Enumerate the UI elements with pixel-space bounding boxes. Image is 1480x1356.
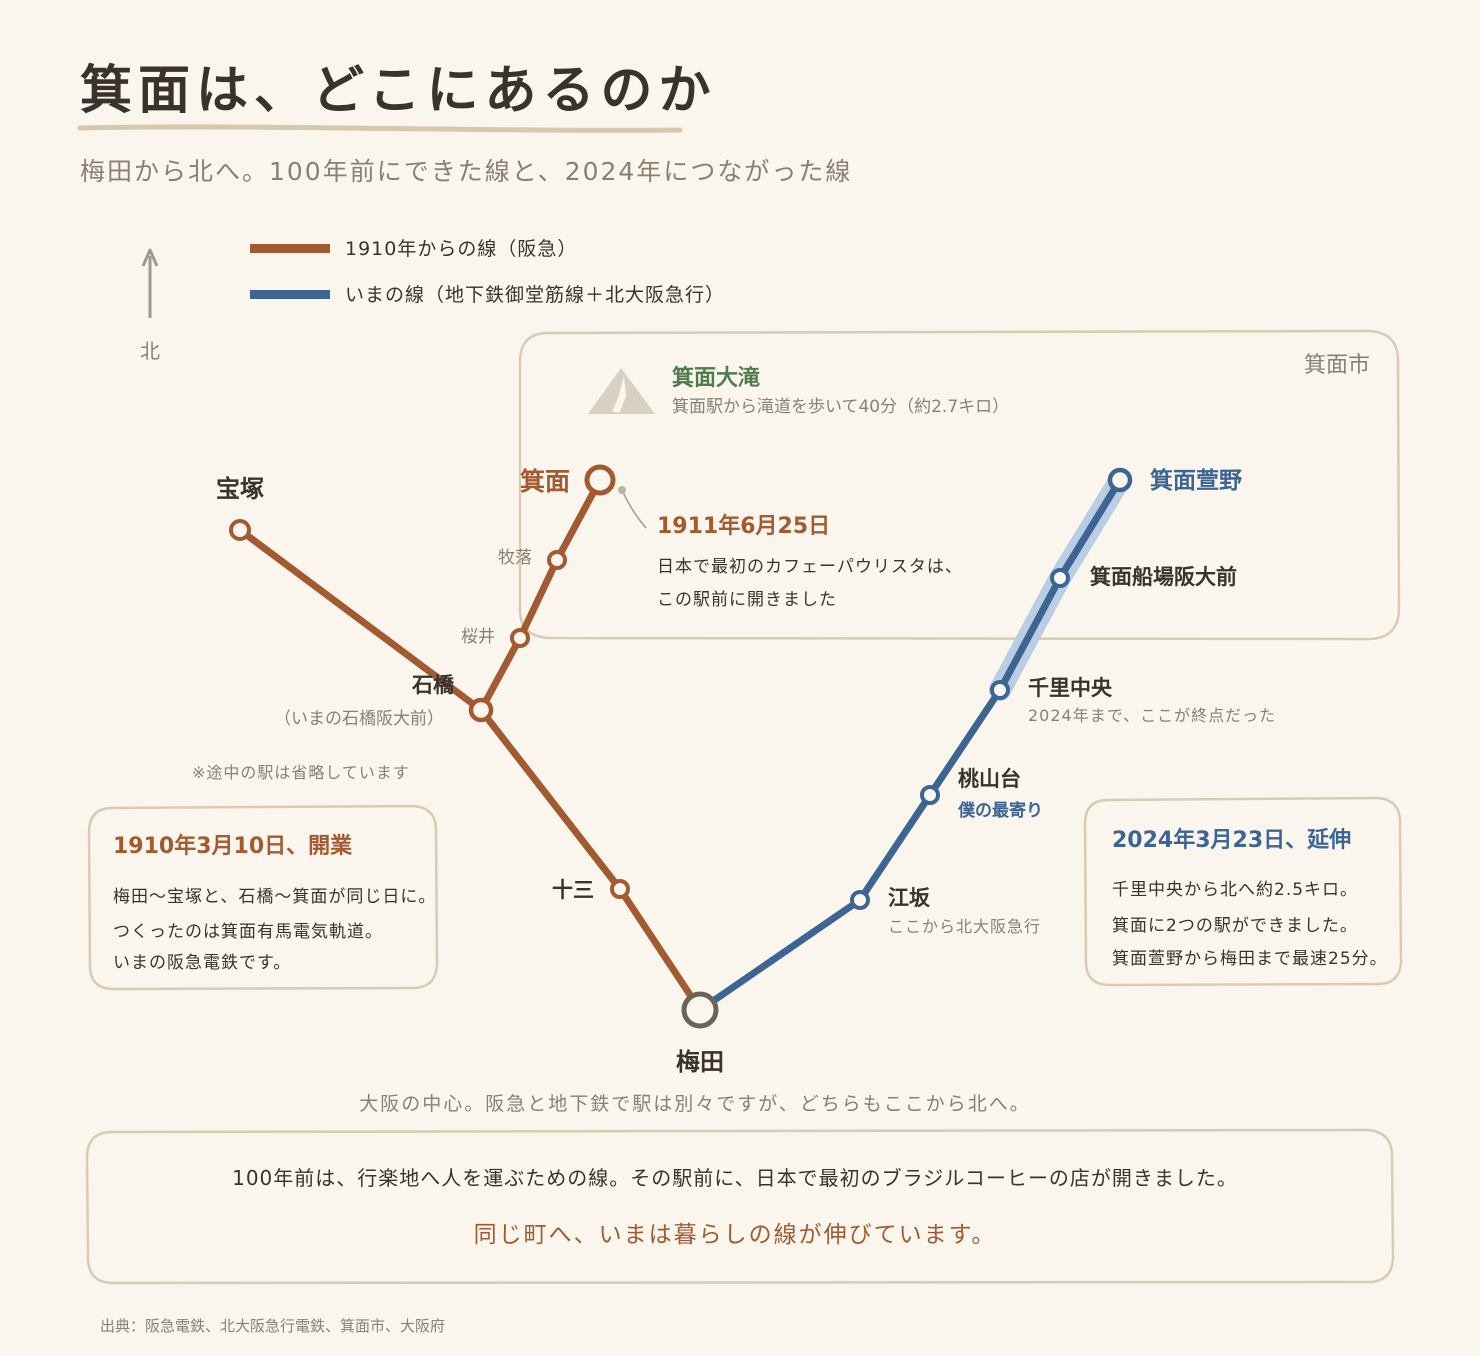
callout-leader xyxy=(621,489,647,529)
station-label-momoyamadai: 桃山台 xyxy=(958,767,1021,791)
source-note: 出典：阪急電鉄、北大阪急行電鉄、箕面市、大阪府 xyxy=(100,1317,445,1335)
station-sublabel-momoyamadai: 僕の最寄り xyxy=(957,800,1043,821)
station-sublabel-ishibashi: （いまの石橋阪大前） xyxy=(274,709,444,729)
minoo-callout-line2: この駅前に開きました xyxy=(657,590,837,610)
minoo-callout-line1: 日本で最初のカフェーパウリスタは、 xyxy=(657,557,963,577)
station-label-juso: 十三 xyxy=(552,878,594,902)
box-2024-line2: 箕面に2つの駅ができました。 xyxy=(1112,916,1358,936)
callout-dot xyxy=(618,486,626,494)
box-2024-line1: 千里中央から北へ約2.5キロ。 xyxy=(1112,880,1358,900)
station-label-ishibashi: 石橋 xyxy=(411,673,455,697)
umeda-note: 大阪の中心。阪急と地下鉄で駅は別々ですが、どちらもここから北へ。 xyxy=(359,1093,1031,1115)
legend: 1910年からの線（阪急） いまの線（地下鉄御堂筋線＋北大阪急行） xyxy=(250,238,725,306)
hankyu-takarazuka-line xyxy=(236,526,704,1014)
station-marker-kayano xyxy=(1107,467,1133,493)
station-label-minoo: 箕面 xyxy=(520,467,570,496)
page-title: 箕面は、どこにあるのか xyxy=(80,61,716,121)
station-marker-juso xyxy=(610,879,630,899)
footer-line2: 同じ町へ、いまは暮らしの線が伸びています。 xyxy=(474,1222,997,1248)
station-label-funaba: 箕面船場阪大前 xyxy=(1090,565,1237,589)
station-sublabel-senri-chuo: 2024年まで、ここが終点だった xyxy=(1028,706,1276,725)
box-1910 xyxy=(87,804,439,991)
station-label-kayano: 箕面萱野 xyxy=(1150,467,1242,494)
legend-label-subway: いまの線（地下鉄御堂筋線＋北大阪急行） xyxy=(345,284,725,306)
station-label-sakurai: 桜井 xyxy=(461,627,495,647)
legend-swatch-subway xyxy=(250,290,330,299)
north-label: 北 xyxy=(140,339,160,363)
station-marker-minoo xyxy=(584,464,616,496)
station-marker-sakurai xyxy=(510,628,530,648)
box-1910-line1: 梅田〜宝塚と、石橋〜箕面が同じ日に。 xyxy=(113,887,436,907)
box-1910-line3: いまの阪急電鉄です。 xyxy=(113,953,291,973)
box-1910-date: 1910年3月10日、開業 xyxy=(113,833,353,859)
station-label-takarazuka: 宝塚 xyxy=(216,475,264,503)
station-marker-funaba xyxy=(1050,568,1070,588)
station-marker-makiochi xyxy=(547,550,567,570)
station-marker-takarazuka xyxy=(229,519,251,541)
station-marker-ishibashi xyxy=(468,697,494,723)
falls-note: 箕面駅から滝道を歩いて40分（約2.7キロ） xyxy=(672,397,1009,417)
station-marker-umeda xyxy=(681,991,719,1029)
hankyu-minoo-line xyxy=(477,476,604,714)
station-sublabel-esaka: ここから北大阪急行 xyxy=(888,917,1041,936)
box-2024-date: 2024年3月23日、延伸 xyxy=(1112,827,1351,853)
page-subtitle: 梅田から北へ。100年前にできた線と、2024年につながった線 xyxy=(80,157,852,186)
footer-box xyxy=(85,1128,1395,1285)
title-underline xyxy=(77,124,683,133)
station-marker-senri-chuo xyxy=(990,680,1010,700)
legend-label-hankyu: 1910年からの線（阪急） xyxy=(345,238,577,260)
station-label-senri-chuo: 千里中央 xyxy=(1028,676,1113,700)
footer-line1: 100年前は、行楽地へ人を運ぶための線。その駅前に、日本で最初のブラジルコーヒー… xyxy=(232,1166,1238,1190)
station-marker-momoyamadai xyxy=(920,785,940,805)
box-2024-line3: 箕面萱野から梅田まで最速25分。 xyxy=(1112,949,1388,969)
midosuji-kitakyu-line xyxy=(696,476,1124,1014)
minoo-city-region xyxy=(518,329,1401,641)
hankyu-line xyxy=(236,476,704,1014)
waterfall-icon xyxy=(588,368,655,414)
falls-name: 箕面大滝 xyxy=(672,365,760,391)
station-label-esaka: 江坂 xyxy=(888,886,931,910)
omit-note: ※途中の駅は省略しています xyxy=(192,763,410,782)
station-label-umeda: 梅田 xyxy=(676,1048,724,1076)
region-label: 箕面市 xyxy=(1304,353,1370,378)
station-marker-esaka xyxy=(850,890,870,910)
minoo-callout-date: 1911年6月25日 xyxy=(657,513,830,539)
station-label-makiochi: 牧落 xyxy=(498,548,532,568)
box-1910-line2: つくったのは箕面有馬電気軌道。 xyxy=(113,922,383,942)
box-2024 xyxy=(1083,796,1403,987)
legend-swatch-hankyu xyxy=(250,244,330,253)
north-arrow-icon xyxy=(141,248,159,318)
